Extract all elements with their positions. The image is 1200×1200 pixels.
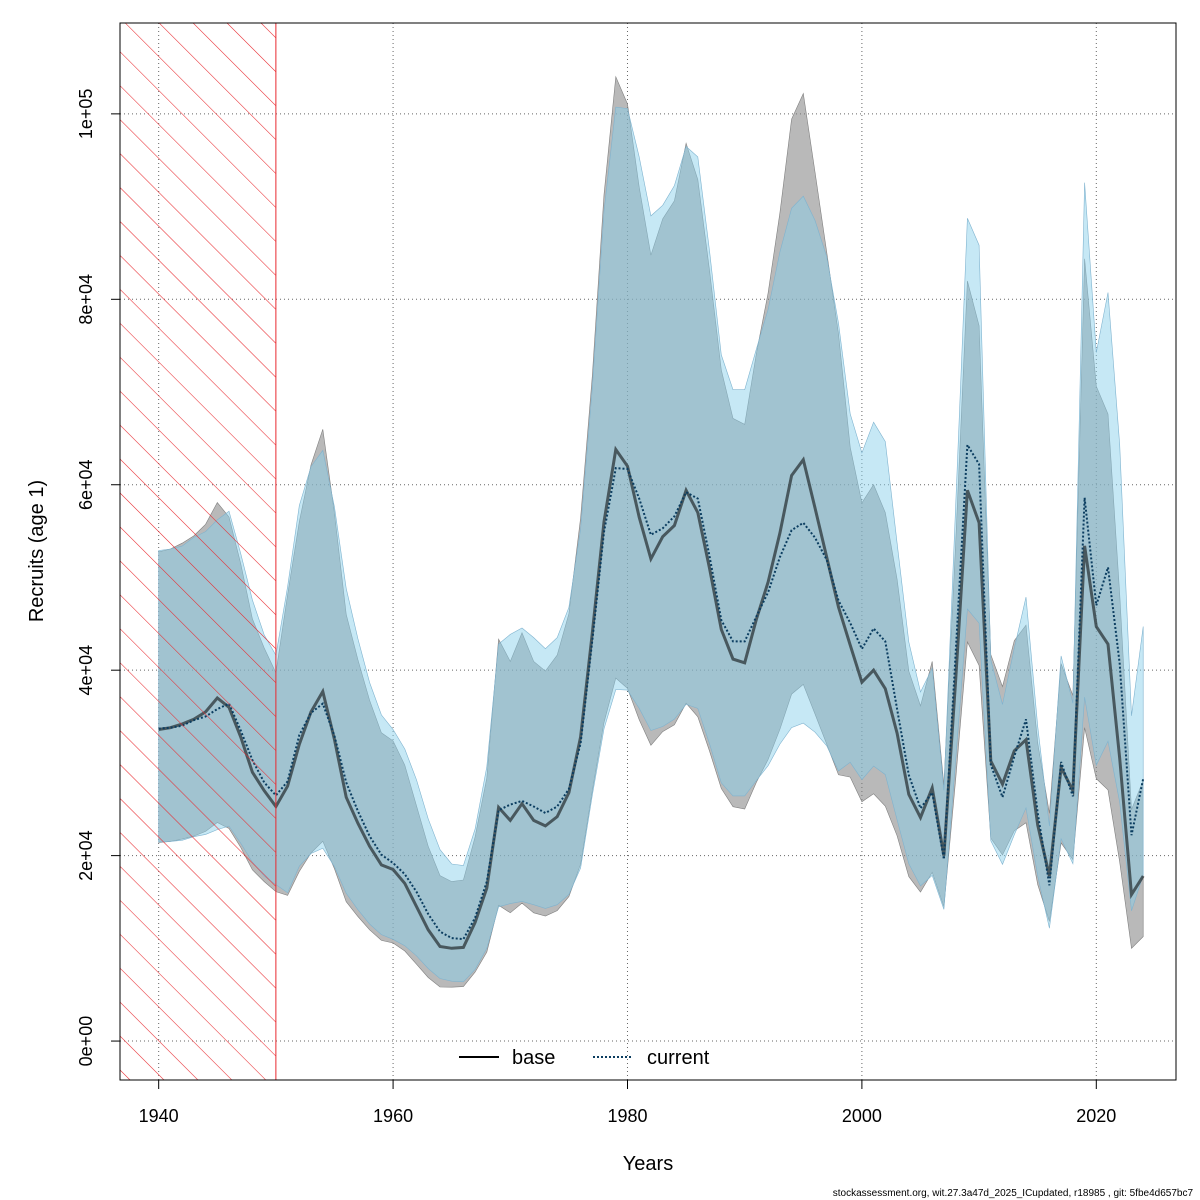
y-tick-label: 6e+04 bbox=[76, 459, 96, 510]
legend-label-base: base bbox=[512, 1047, 555, 1069]
series-line-base bbox=[158, 445, 1145, 950]
x-axis-title: Years bbox=[623, 1153, 673, 1175]
legend: base current bbox=[459, 1047, 710, 1069]
plot-frame bbox=[119, 22, 1177, 1081]
y-tick-label: 4e+04 bbox=[76, 645, 96, 696]
x-tick-label: 1940 bbox=[139, 1106, 179, 1126]
legend-label-current: current bbox=[647, 1047, 710, 1069]
y-tick-label: 8e+04 bbox=[76, 274, 96, 325]
y-tick-label: 2e+04 bbox=[76, 830, 96, 881]
y-tick-label: 0e+00 bbox=[76, 1016, 96, 1067]
y-axis-title: Recruits (age 1) bbox=[26, 480, 48, 622]
hatch-fill bbox=[120, 23, 276, 1080]
axes: 1940 1960 1980 2000 2020 0e+00 2e+04 4e+04 6e+04… bbox=[76, 89, 1116, 1126]
series-lines bbox=[158, 441, 1145, 950]
y-tick-label: 1e+05 bbox=[76, 89, 96, 140]
x-tick-label: 1980 bbox=[607, 1106, 647, 1126]
current-interval-band bbox=[158, 106, 1144, 983]
footer-note: stockassessment.org, wit.27.3a47d_2025_I… bbox=[833, 1188, 1194, 1199]
x-tick-label: 1960 bbox=[373, 1106, 413, 1126]
hatched-region bbox=[119, 22, 277, 1081]
x-tick-label: 2000 bbox=[842, 1106, 882, 1126]
x-tick-label: 2020 bbox=[1076, 1106, 1116, 1126]
series-line-current bbox=[158, 441, 1145, 941]
